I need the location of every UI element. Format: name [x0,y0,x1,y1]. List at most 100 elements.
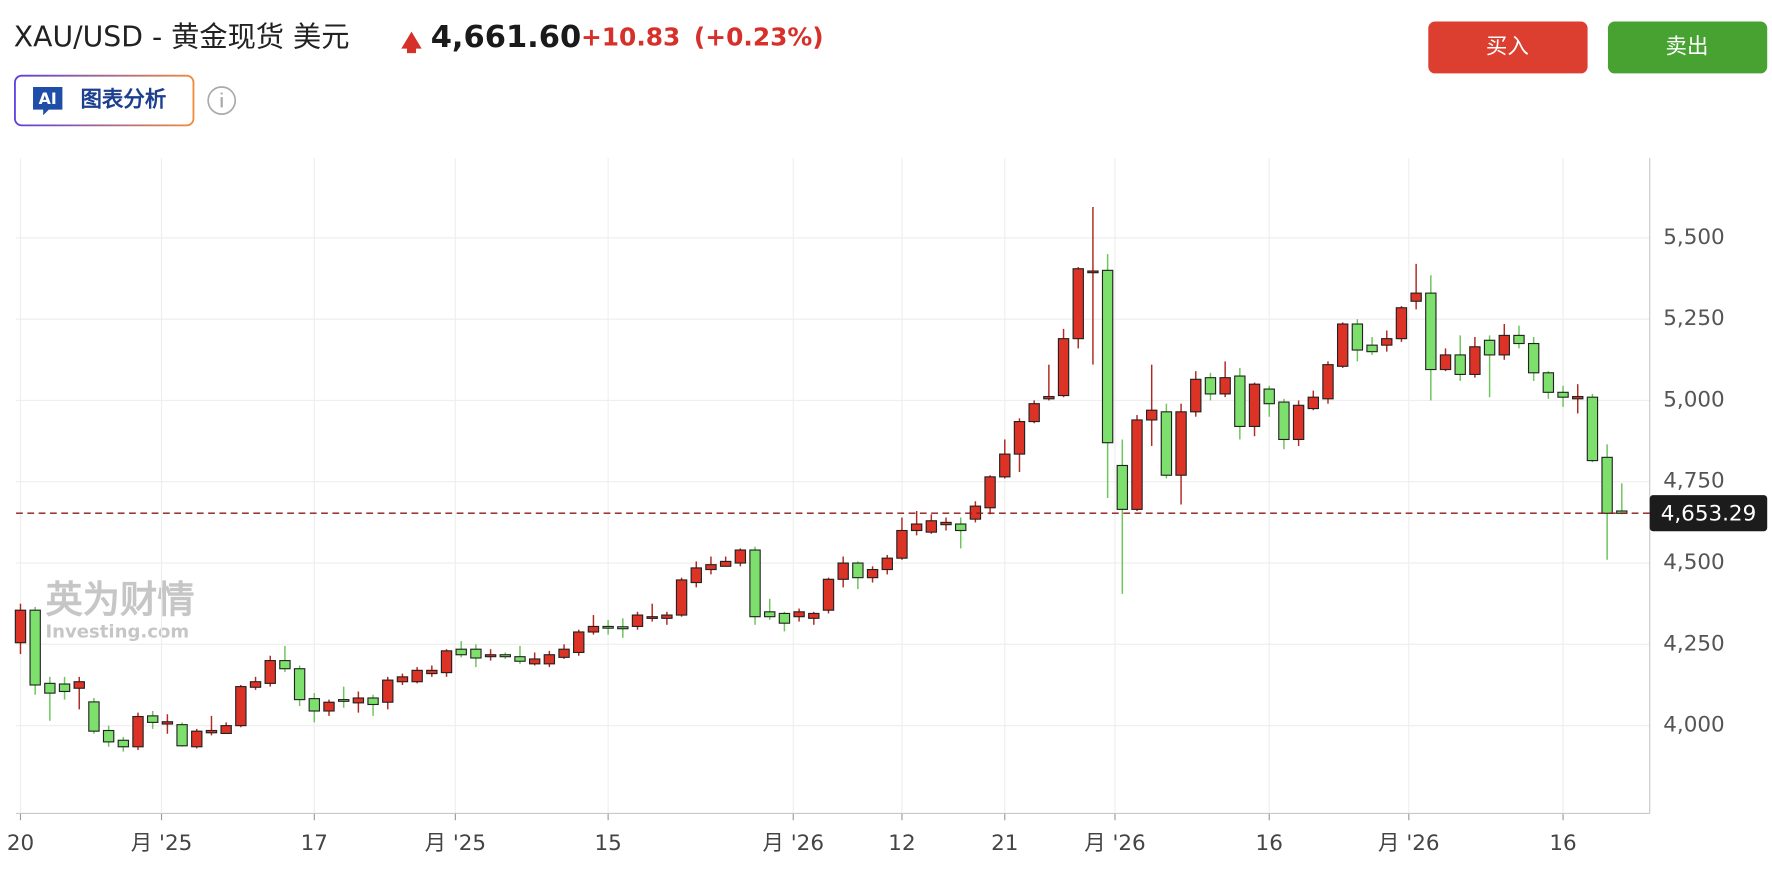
y-tick-label: 5,250 [1663,306,1724,331]
x-tick-label: 月 '26 [1378,831,1439,856]
buy-bg [1428,21,1588,74]
candle-body [1336,323,1349,367]
candle-body [470,648,482,659]
candle-body [617,626,629,630]
candle-body [1513,334,1525,345]
candle-body [352,697,365,704]
x-tick-label: 月 '26 [763,831,824,856]
candle-body [235,686,247,727]
ai-badge-bg [33,86,63,116]
candle-body [455,648,467,656]
candle-body [881,557,893,571]
candle-body [146,715,159,723]
candle-body [822,578,835,611]
candle-body [14,609,27,644]
ai-button[interactable]: AI 图表分析 [14,74,195,127]
candle-body [587,625,600,633]
watermark: 英为财情 [45,578,194,622]
candle-body [690,567,702,584]
candle-body [955,523,967,532]
candle-body [1454,354,1466,375]
x-tick-label: 17 [301,831,328,856]
last-price-label: 4,653.29 [1661,501,1757,526]
candle-body [308,698,321,712]
candle-body [1410,292,1422,302]
candle-body [1395,307,1408,340]
candle-body [1234,375,1246,428]
candle-body [719,560,732,567]
candle-body [1307,396,1320,410]
info-icon[interactable] [207,86,237,115]
x-tick-label: 12 [888,831,915,856]
candle-body [411,669,423,683]
candle-body [1043,395,1055,400]
candle-body [58,683,71,693]
candle-body [499,654,511,658]
change-pct: (+0.23%) [694,22,824,51]
candle-body [749,549,761,618]
candle-body [323,701,335,712]
y-tick-label: 4,250 [1663,631,1724,656]
candle-body [866,568,879,579]
candle-body [764,611,776,618]
candle-body [661,614,673,619]
candle-body [1425,292,1437,371]
candle-body [1586,396,1599,462]
x-tick-label: 16 [1256,831,1283,856]
candle-body [132,715,144,748]
candle-body [558,648,570,658]
candle-body [1263,388,1275,405]
candle-body [44,682,56,694]
buy-button[interactable]: 买入 [1428,21,1588,74]
y-tick-label: 5,500 [1663,225,1724,250]
x-tick-label: 月 '25 [425,831,486,856]
candle-body [117,739,130,748]
candle-body [999,453,1011,478]
candle-body [1190,378,1202,413]
candle-body [1057,338,1070,397]
candle-body [1278,401,1290,441]
candle-body [367,697,379,706]
candle-body [1469,346,1481,375]
candle-body [705,564,717,571]
candle-body [1292,404,1305,441]
candle-body [1381,338,1393,346]
candle-body [337,699,350,702]
title: XAU/USD - 黄金现货 美元 [14,20,350,53]
up-arrow [401,31,422,54]
candle-body [1087,270,1099,274]
candle-body [1439,354,1452,371]
candle-body [1483,339,1496,356]
candle-body [793,611,805,618]
candle-body [1351,323,1364,351]
candle-body [910,523,923,532]
candle-body [1248,383,1261,428]
candle-body [1498,334,1510,356]
candle-body [176,724,188,747]
y-tick-label: 4,000 [1663,713,1724,738]
candle-body [1557,391,1569,398]
candle-body [514,656,526,662]
sell-button[interactable]: 卖出 [1607,21,1768,74]
candle-body [1175,411,1187,476]
candle-body [1145,409,1158,421]
candle-body [1116,464,1129,510]
candle-body [161,721,174,725]
x-tick-label: 16 [1549,831,1576,856]
candle-body [426,669,438,675]
last-price-tag [1649,495,1768,532]
candle-body [808,612,820,619]
candle-body [382,679,394,703]
x-tick-label: 15 [594,831,621,856]
candle-body [631,614,644,628]
candle-body [1013,421,1026,455]
candle-body [543,654,556,665]
candle-body [484,654,497,658]
x-tick-label: 21 [991,831,1018,856]
candle-body [837,562,849,580]
buy-label: 买入 [1486,34,1529,59]
candle-body [73,681,85,689]
x-tick-label: 月 '26 [1084,831,1145,856]
